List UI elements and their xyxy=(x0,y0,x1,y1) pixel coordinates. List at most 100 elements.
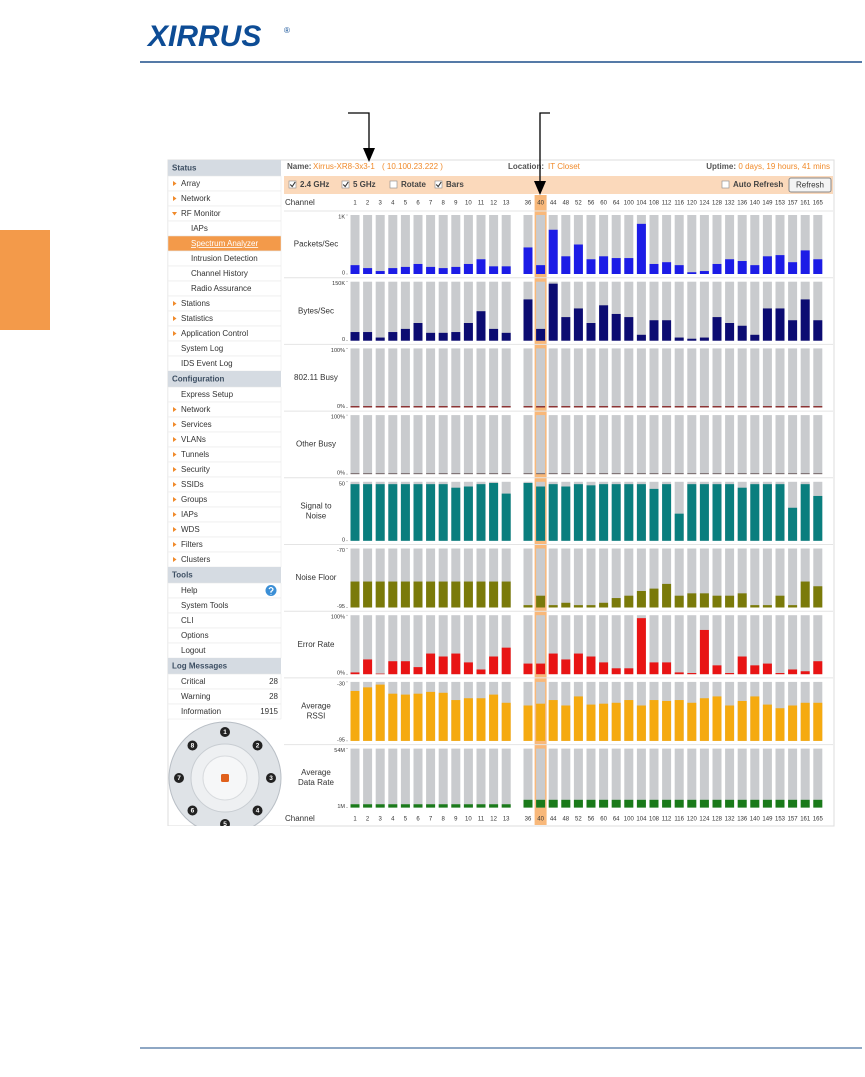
channel-number[interactable]: 153 xyxy=(775,201,786,207)
nav-item-label[interactable]: Spectrum Analyzer xyxy=(191,239,258,248)
option-checkbox[interactable] xyxy=(389,180,398,189)
channel-number[interactable]: 128 xyxy=(712,817,723,823)
channel-number[interactable]: 1 xyxy=(353,201,357,207)
channel-number[interactable]: 48 xyxy=(562,201,569,207)
nav-item-label[interactable]: Services xyxy=(181,420,212,429)
channel-number[interactable]: 112 xyxy=(662,817,672,823)
channel-number[interactable]: 128 xyxy=(712,201,723,207)
option-label[interactable]: Bars xyxy=(446,180,464,189)
channel-number[interactable]: 40 xyxy=(537,201,544,207)
nav-item-label[interactable]: WDS xyxy=(181,525,200,534)
nav-item-label[interactable]: SSIDs xyxy=(181,480,204,489)
channel-number[interactable]: 11 xyxy=(478,817,485,823)
nav-item-label[interactable]: Security xyxy=(181,465,210,474)
option-label[interactable]: Rotate xyxy=(401,180,426,189)
nav-item-label[interactable]: Warning xyxy=(181,692,211,701)
channel-number[interactable]: 52 xyxy=(575,817,582,823)
option-label[interactable]: 5 GHz xyxy=(353,180,376,189)
channel-number[interactable]: 7 xyxy=(429,201,433,207)
option-checkbox[interactable] xyxy=(434,180,443,189)
nav-item-label[interactable]: Network xyxy=(181,194,211,203)
channel-number[interactable]: 9 xyxy=(454,201,458,207)
channel-number[interactable]: 44 xyxy=(550,817,557,823)
channel-number[interactable]: 120 xyxy=(687,201,698,207)
channel-number[interactable]: 136 xyxy=(737,817,748,823)
refresh-button-label[interactable]: Refresh xyxy=(796,181,824,190)
channel-number[interactable]: 44 xyxy=(550,201,557,207)
channel-number[interactable]: 104 xyxy=(636,201,647,207)
channel-number[interactable]: 149 xyxy=(762,817,773,823)
channel-number[interactable]: 108 xyxy=(649,817,660,823)
channel-number[interactable]: 100 xyxy=(624,817,635,823)
nav-item-label[interactable]: Express Setup xyxy=(181,390,234,399)
channel-number[interactable]: 36 xyxy=(525,201,532,207)
nav-item-label[interactable]: Groups xyxy=(181,495,207,504)
nav-item[interactable] xyxy=(167,220,282,237)
channel-number[interactable]: 149 xyxy=(762,201,773,207)
nav-item-label[interactable]: Radio Assurance xyxy=(191,284,252,293)
channel-number[interactable]: 36 xyxy=(525,817,532,823)
auto-refresh-checkbox[interactable] xyxy=(721,180,730,189)
nav-item-label[interactable]: Help xyxy=(181,586,198,595)
channel-number[interactable]: 6 xyxy=(416,201,420,207)
channel-number[interactable]: 64 xyxy=(613,817,620,823)
nav-item-label[interactable]: Intrusion Detection xyxy=(191,254,258,263)
channel-number[interactable]: 132 xyxy=(725,201,736,207)
channel-number[interactable]: 13 xyxy=(503,201,510,207)
channel-number[interactable]: 120 xyxy=(687,817,698,823)
channel-number[interactable]: 165 xyxy=(813,201,824,207)
channel-number[interactable]: 10 xyxy=(465,201,472,207)
channel-number[interactable]: 165 xyxy=(813,817,824,823)
channel-number[interactable]: 12 xyxy=(490,201,497,207)
channel-number[interactable]: 40 xyxy=(537,817,544,823)
channel-number[interactable]: 1 xyxy=(353,817,357,823)
nav-item-label[interactable]: IAPs xyxy=(191,224,208,233)
nav-item-label[interactable]: Options xyxy=(181,631,209,640)
option-label[interactable]: 2.4 GHz xyxy=(300,180,329,189)
channel-number[interactable]: 12 xyxy=(490,817,497,823)
nav-item-label[interactable]: CLI xyxy=(181,616,193,625)
nav-item-label[interactable]: RF Monitor xyxy=(181,209,221,218)
option-checkbox[interactable] xyxy=(288,180,297,189)
channel-number[interactable]: 157 xyxy=(788,817,799,823)
nav-item-label[interactable]: System Tools xyxy=(181,601,228,610)
channel-number[interactable]: 116 xyxy=(674,201,684,207)
channel-number[interactable]: 140 xyxy=(750,201,761,207)
channel-number[interactable]: 112 xyxy=(662,201,672,207)
channel-number[interactable]: 2 xyxy=(366,201,370,207)
nav-item-label[interactable]: Information xyxy=(181,707,221,716)
channel-number[interactable]: 5 xyxy=(404,817,408,823)
channel-number[interactable]: 60 xyxy=(600,817,607,823)
channel-number[interactable]: 56 xyxy=(588,201,595,207)
channel-number[interactable]: 153 xyxy=(775,817,786,823)
channel-number[interactable]: 124 xyxy=(699,201,710,207)
refresh-button[interactable] xyxy=(788,177,832,193)
auto-refresh-label[interactable]: Auto Refresh xyxy=(733,180,783,189)
channel-number[interactable]: 52 xyxy=(575,201,582,207)
channel-number[interactable]: 5 xyxy=(404,201,408,207)
channel-number[interactable]: 11 xyxy=(478,201,485,207)
nav-item-label[interactable]: Stations xyxy=(181,299,210,308)
channel-number[interactable]: 108 xyxy=(649,201,660,207)
channel-number[interactable]: 4 xyxy=(391,817,395,823)
nav-item-label[interactable]: Array xyxy=(181,179,200,188)
channel-number[interactable]: 64 xyxy=(613,201,620,207)
channel-number[interactable]: 48 xyxy=(562,817,569,823)
channel-number[interactable]: 9 xyxy=(454,817,458,823)
nav-item-label[interactable]: IAPs xyxy=(181,510,198,519)
help-icon[interactable] xyxy=(265,585,277,596)
channel-number[interactable]: 124 xyxy=(699,817,710,823)
nav-item-label[interactable]: Clusters xyxy=(181,555,210,564)
channel-number[interactable]: 161 xyxy=(800,817,811,823)
nav-item-label[interactable]: Tunnels xyxy=(181,450,209,459)
channel-number[interactable]: 161 xyxy=(800,201,811,207)
channel-number[interactable]: 4 xyxy=(391,201,395,207)
channel-number[interactable]: 60 xyxy=(600,201,607,207)
channel-number[interactable]: 3 xyxy=(379,817,383,823)
channel-number[interactable]: 6 xyxy=(416,817,420,823)
nav-item-label[interactable]: Critical xyxy=(181,677,206,686)
nav-item-label[interactable]: System Log xyxy=(181,344,223,353)
nav-item-label[interactable]: Logout xyxy=(181,646,206,655)
channel-number[interactable]: 116 xyxy=(674,817,684,823)
channel-number[interactable]: 56 xyxy=(588,817,595,823)
